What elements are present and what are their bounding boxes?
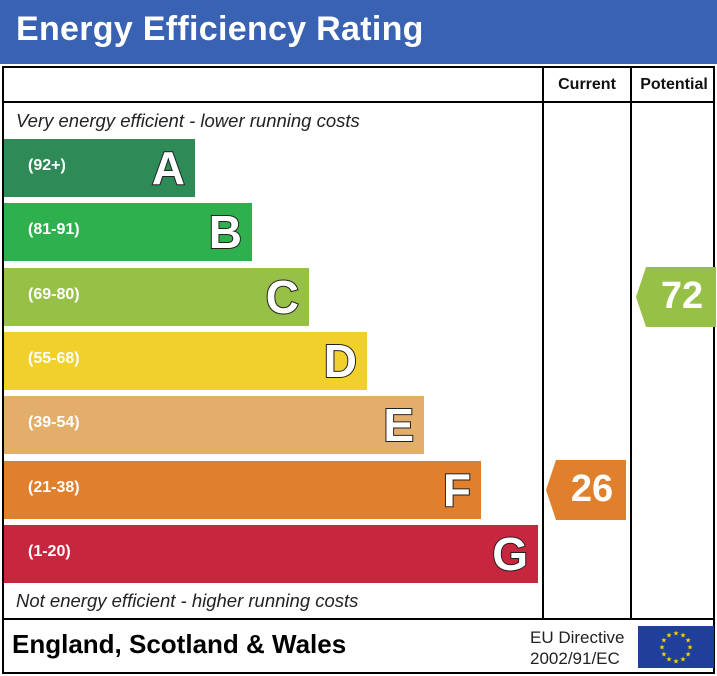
- band-range-label: (1-20): [28, 543, 71, 560]
- band-letter: D: [323, 334, 358, 388]
- band-f: (21-38) F: [4, 461, 481, 519]
- eu-star: ★: [673, 630, 679, 638]
- band-range-label: (55-68): [28, 350, 80, 367]
- current-column-divider: [542, 66, 544, 620]
- band-range-label: (81-91): [28, 221, 80, 238]
- potential-column-header: Potential: [640, 76, 708, 93]
- band-letter: B: [208, 205, 243, 259]
- eu-star: ★: [661, 651, 667, 659]
- current-rating-arrow: 26: [546, 460, 626, 520]
- eu-directive-number: 2002/91/EC: [530, 649, 620, 668]
- footer-divider: [2, 618, 715, 620]
- eu-star: ★: [666, 656, 672, 664]
- band-range-label: (39-54): [28, 414, 80, 431]
- band-d: (55-68) D: [4, 332, 367, 390]
- band-letter: G: [491, 527, 529, 581]
- band-letter: E: [382, 398, 415, 452]
- eu-star: ★: [673, 658, 679, 666]
- eu-star: ★: [661, 637, 667, 645]
- eu-directive-label: EU Directive: [530, 628, 625, 647]
- eu-flag-icon: ★ ★ ★ ★ ★ ★ ★ ★ ★ ★ ★ ★: [638, 626, 714, 668]
- band-g: (1-20) G: [4, 525, 538, 583]
- eu-star: ★: [666, 631, 672, 639]
- eu-star: ★: [659, 644, 665, 652]
- potential-rating-value: 72: [660, 275, 704, 317]
- band-b: (81-91) B: [4, 203, 252, 261]
- efficient-note: Very energy efficient - lower running co…: [16, 110, 360, 131]
- band-e: (39-54) E: [4, 396, 424, 454]
- eu-star: ★: [685, 637, 691, 645]
- eu-star: ★: [685, 651, 691, 659]
- header-row-divider: [2, 101, 715, 103]
- eu-star: ★: [680, 631, 686, 639]
- page-title: Energy Efficiency Rating: [16, 10, 424, 48]
- current-column-header: Current: [558, 76, 616, 93]
- band-letter: C: [265, 270, 300, 324]
- country-label: England, Scotland & Wales: [12, 629, 347, 659]
- band-range-label: (21-38): [28, 479, 80, 496]
- inefficient-note: Not energy efficient - higher running co…: [16, 590, 359, 611]
- eu-star: ★: [687, 644, 693, 652]
- potential-rating-arrow: 72: [636, 267, 716, 327]
- eu-star: ★: [680, 656, 686, 664]
- title-bar: Energy Efficiency Rating: [0, 0, 717, 64]
- potential-column-divider: [630, 66, 632, 620]
- chart-frame: [2, 66, 715, 674]
- band-c: (69-80) C: [4, 268, 309, 326]
- current-rating-value: 26: [570, 468, 614, 510]
- band-letter: F: [442, 463, 472, 517]
- band-range-label: (92+): [28, 157, 66, 174]
- band-range-label: (69-80): [28, 286, 80, 303]
- band-letter: A: [151, 141, 186, 195]
- band-a: (92+) A: [4, 139, 195, 197]
